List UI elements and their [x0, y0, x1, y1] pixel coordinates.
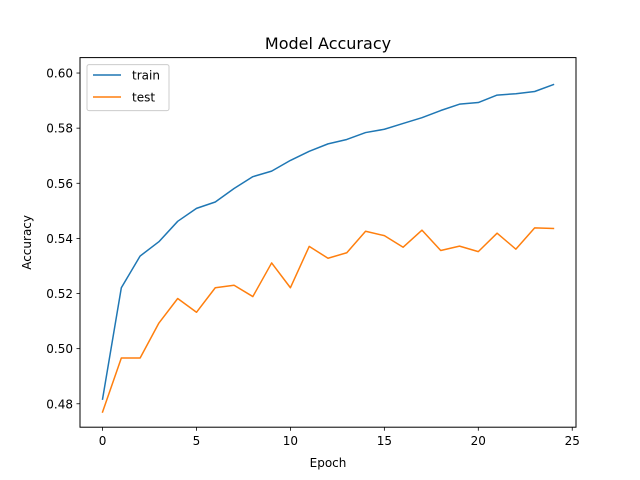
x-tick-label: 5 — [193, 434, 201, 448]
y-axis: 0.48 0.50 0.52 0.54 0.56 0.58 0.60 — [46, 67, 80, 411]
y-tick-label: 0.56 — [46, 177, 73, 191]
x-tick-label: 0 — [99, 434, 107, 448]
y-tick-label: 0.60 — [46, 67, 73, 81]
series-line-train — [101, 83, 555, 400]
series-line-test — [101, 227, 555, 413]
plot-area — [101, 83, 555, 413]
y-tick-label: 0.48 — [46, 397, 73, 411]
legend-box — [86, 64, 170, 112]
legend-label-test: test — [132, 91, 155, 105]
plot-frame — [79, 57, 577, 428]
x-tick-label: 10 — [283, 434, 298, 448]
x-tick-label: 25 — [565, 434, 580, 448]
legend: train test — [86, 64, 170, 112]
y-tick-label: 0.54 — [46, 232, 73, 246]
legend-label-train: train — [132, 69, 160, 83]
x-axis: 0 5 10 15 20 25 — [99, 427, 580, 448]
y-tick-label: 0.50 — [46, 342, 73, 356]
y-tick-label: 0.52 — [46, 287, 73, 301]
x-axis-title: Epoch — [310, 456, 347, 470]
y-axis-title: Accuracy — [20, 215, 34, 270]
x-tick-label: 20 — [471, 434, 486, 448]
y-tick-label: 0.58 — [46, 122, 73, 136]
chart-title: Model Accuracy — [265, 34, 391, 53]
x-tick-label: 15 — [377, 434, 392, 448]
